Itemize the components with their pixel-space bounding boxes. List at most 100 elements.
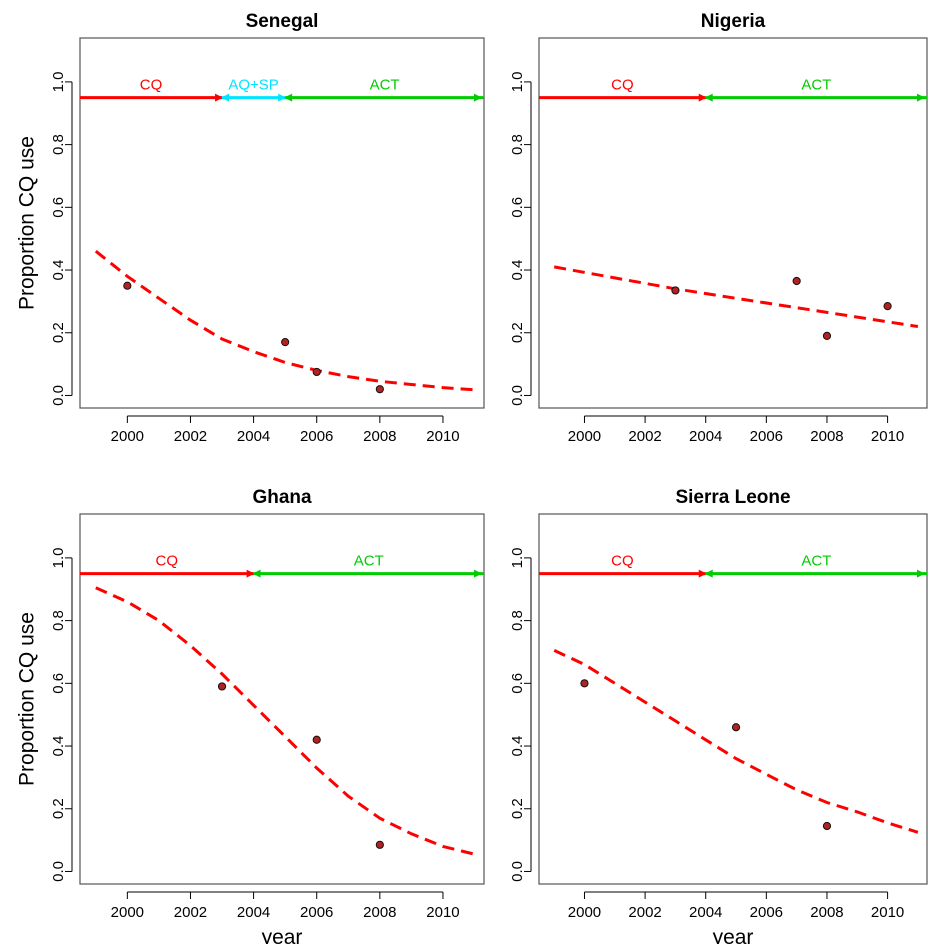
y-tick-label: 0.6 bbox=[50, 673, 67, 694]
y-tick-label: 0.8 bbox=[50, 610, 67, 631]
y-tick-label: 0.8 bbox=[509, 610, 526, 631]
y-tick-label: 0.6 bbox=[509, 197, 526, 218]
y-tick-label: 0.2 bbox=[50, 798, 67, 819]
x-tick-label: 2000 bbox=[111, 904, 144, 921]
data-point bbox=[792, 276, 801, 286]
x-tick-label: 2004 bbox=[689, 904, 722, 921]
x-tick-label: 2006 bbox=[300, 904, 333, 921]
period-label: ACT bbox=[354, 553, 384, 570]
plot-frame bbox=[79, 37, 485, 409]
y-tick-label: 0.6 bbox=[509, 673, 526, 694]
x-axis-title: year bbox=[713, 926, 754, 944]
arrowhead-right bbox=[278, 93, 287, 102]
fit-curve bbox=[94, 250, 475, 392]
plot-frame bbox=[79, 513, 485, 885]
data-point bbox=[671, 286, 680, 295]
arrowhead-left bbox=[252, 569, 261, 578]
arrowhead-right bbox=[917, 569, 925, 578]
x-tick-label: 2000 bbox=[111, 428, 144, 445]
x-tick-label: 2010 bbox=[426, 904, 459, 921]
y-tick-label: 1.0 bbox=[509, 547, 526, 568]
x-tick-label: 2002 bbox=[174, 904, 207, 921]
arrowhead-left bbox=[704, 569, 713, 578]
y-tick-label: 0.4 bbox=[509, 260, 526, 281]
y-tick-label: 1.0 bbox=[50, 71, 67, 92]
x-tick-label: 2002 bbox=[628, 428, 661, 445]
data-point bbox=[217, 682, 227, 691]
y-tick-label: 0.0 bbox=[50, 861, 67, 882]
y-tick-label: 0.2 bbox=[509, 322, 526, 343]
plot-frame bbox=[538, 513, 928, 885]
y-axis-title: Proportion CQ use bbox=[16, 136, 39, 310]
x-axis-title: year bbox=[262, 926, 303, 944]
arrowhead-right bbox=[698, 569, 707, 578]
period-label: ACT bbox=[801, 77, 831, 94]
panel-title: Senegal bbox=[246, 11, 319, 32]
chart-panel: Senegal 2000 2002 2004 2006 2008 2010 0.0 0.2 0.4… bbox=[16, 11, 485, 445]
data-point bbox=[375, 840, 384, 849]
x-tick-label: 2008 bbox=[363, 428, 396, 445]
chart-panel: Ghana 2000 2002 2004 2006 2008 2010 0.0 0.2 0.4 0.… bbox=[16, 487, 485, 944]
data-point bbox=[312, 367, 321, 377]
y-tick-label: 0.8 bbox=[509, 134, 526, 155]
x-tick-label: 2004 bbox=[237, 904, 270, 921]
arrowhead-left bbox=[284, 93, 293, 102]
chart-panel: Sierra Leone 2000 2002 2004 2006 2008 2010 0.0 0… bbox=[509, 487, 928, 944]
period-label: CQ bbox=[156, 553, 179, 570]
period-label: CQ bbox=[611, 553, 634, 570]
x-tick-label: 2004 bbox=[689, 428, 722, 445]
x-tick-label: 2008 bbox=[810, 904, 843, 921]
period-label: ACT bbox=[801, 553, 831, 570]
x-tick-label: 2004 bbox=[237, 428, 270, 445]
fit-curve bbox=[95, 586, 475, 856]
x-tick-label: 2008 bbox=[810, 428, 843, 445]
data-point bbox=[281, 338, 290, 347]
fit-curve bbox=[553, 265, 919, 328]
panel-title: Nigeria bbox=[701, 11, 766, 32]
period-label: CQ bbox=[611, 77, 634, 94]
plot-frame bbox=[538, 37, 928, 409]
x-tick-label: 2008 bbox=[363, 904, 396, 921]
arrowhead-left bbox=[221, 93, 230, 102]
panel-title: Sierra Leone bbox=[675, 487, 790, 508]
data-point bbox=[883, 301, 892, 311]
data-point bbox=[731, 723, 741, 732]
data-point bbox=[580, 679, 589, 688]
arrowhead-right bbox=[246, 569, 255, 578]
x-tick-label: 2002 bbox=[628, 904, 661, 921]
y-axis-title: Proportion CQ use bbox=[16, 612, 39, 786]
y-tick-label: 0.0 bbox=[509, 861, 526, 882]
x-tick-label: 2006 bbox=[750, 428, 783, 445]
y-tick-label: 0.0 bbox=[50, 385, 67, 406]
chart-panel: Nigeria 2000 2002 2004 2006 2008 2010 0.0 0.2 0.4… bbox=[509, 11, 928, 445]
data-point bbox=[375, 385, 384, 394]
data-point bbox=[822, 821, 832, 831]
x-tick-label: 2010 bbox=[871, 428, 904, 445]
y-tick-label: 0.0 bbox=[509, 385, 526, 406]
arrowhead-right bbox=[474, 569, 482, 578]
period-label: ACT bbox=[370, 77, 400, 94]
y-tick-label: 0.6 bbox=[50, 197, 67, 218]
y-tick-label: 1.0 bbox=[509, 71, 526, 92]
y-tick-label: 1.0 bbox=[50, 547, 67, 568]
x-tick-label: 2006 bbox=[750, 904, 783, 921]
y-tick-label: 0.4 bbox=[50, 260, 67, 281]
data-point bbox=[822, 331, 832, 340]
data-point bbox=[123, 281, 132, 290]
arrowhead-right bbox=[215, 93, 224, 102]
data-point bbox=[312, 735, 321, 744]
y-tick-label: 0.2 bbox=[50, 322, 67, 343]
y-tick-label: 0.4 bbox=[509, 736, 526, 757]
arrowhead-right bbox=[474, 93, 482, 102]
y-tick-label: 0.4 bbox=[50, 736, 67, 757]
panel-title: Ghana bbox=[252, 487, 312, 508]
arrowhead-right bbox=[698, 93, 707, 102]
arrowhead-left bbox=[704, 93, 713, 102]
x-tick-label: 2010 bbox=[426, 428, 459, 445]
fit-curve bbox=[553, 649, 919, 834]
y-tick-label: 0.8 bbox=[50, 134, 67, 155]
x-tick-label: 2010 bbox=[871, 904, 904, 921]
period-label: AQ+SP bbox=[228, 77, 278, 94]
x-tick-label: 2006 bbox=[300, 428, 333, 445]
arrowhead-right bbox=[917, 93, 925, 102]
